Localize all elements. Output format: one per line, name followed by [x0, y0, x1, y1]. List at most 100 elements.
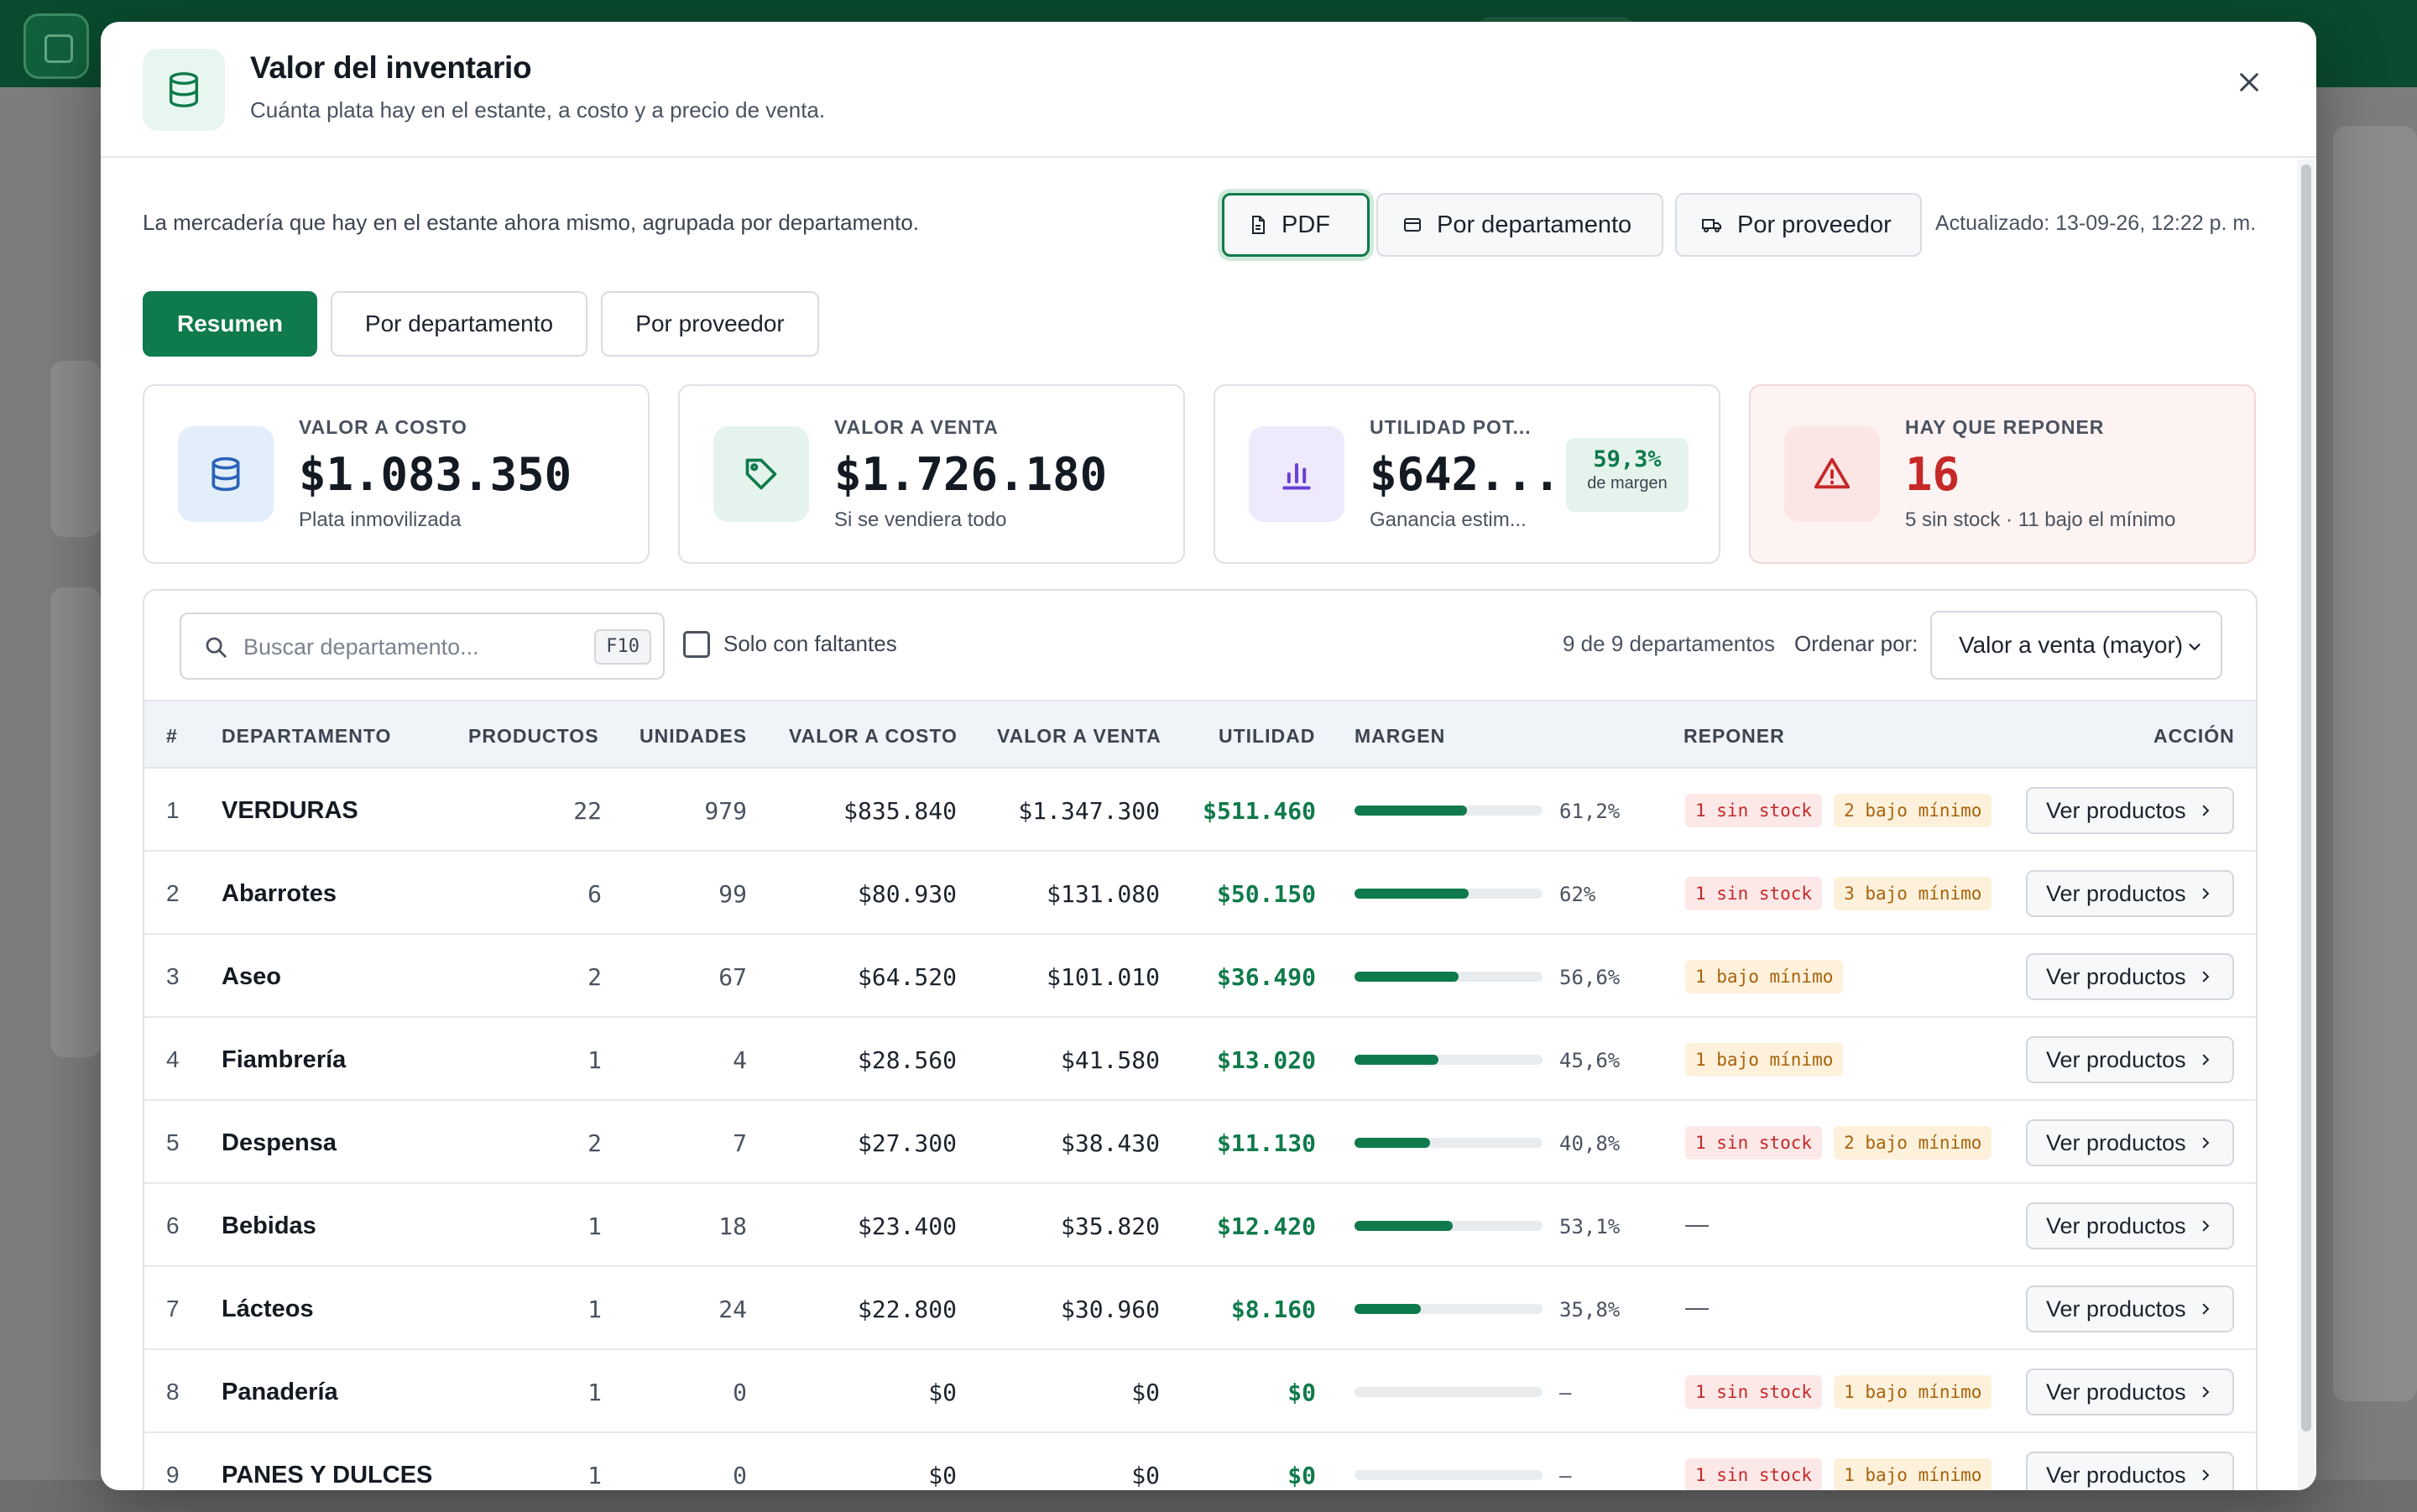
margin-percent: 61,2%	[1559, 800, 1621, 823]
products-count: 1	[587, 1046, 602, 1074]
products-count: 1	[587, 1379, 602, 1406]
table-row: 6 Bebidas 1 18 $23.400 $35.820 $12.420 53,1% — Ve…	[144, 1184, 2256, 1267]
margin-percent: —	[1559, 1381, 1572, 1405]
column-header-department[interactable]: DEPARTAMENTO	[222, 725, 392, 747]
column-header-margin[interactable]: MARGEN	[1355, 725, 1446, 747]
table-row: 8 Panadería 1 0 $0 $0 $0 — 1 sin stock 1 bajo mín…	[144, 1350, 2256, 1433]
scrollbar-thumb[interactable]	[2301, 164, 2311, 1431]
table-row: 1 VERDURAS 22 979 $835.840 $1.347.300 $511.460…	[144, 769, 2256, 852]
view-products-button[interactable]: Ver productos	[2026, 1036, 2234, 1083]
sale-value: $35.820	[1060, 1212, 1160, 1240]
database-icon	[178, 426, 274, 522]
below-minimum-badge: 1 bajo mínimo	[1834, 1458, 1992, 1490]
restock-badges: 1 bajo mínimo	[1685, 1043, 1844, 1077]
restock-badges: 1 bajo mínimo	[1685, 960, 1844, 993]
chevron-right-icon	[2202, 805, 2209, 816]
row-index: 9	[166, 1462, 180, 1488]
view-products-button[interactable]: Ver productos	[2026, 870, 2234, 917]
margin-percent: —	[1559, 1464, 1572, 1488]
margin-percent: 62%	[1559, 883, 1596, 906]
restock-empty: —	[1685, 1294, 1709, 1320]
export-by-department-button[interactable]: Por departamento	[1376, 193, 1663, 257]
sort-select[interactable]: Valor a venta (mayor)	[1930, 611, 2222, 680]
profit-value: $11.130	[1216, 1129, 1316, 1157]
chevron-right-icon	[2202, 971, 2209, 983]
department-name: PANES Y DULCES	[222, 1462, 433, 1489]
cost-value: $28.560	[857, 1046, 957, 1074]
row-index: 8	[166, 1379, 180, 1405]
tab-por-proveedor[interactable]: Por proveedor	[601, 291, 819, 357]
view-products-button[interactable]: Ver productos	[2026, 1285, 2234, 1332]
view-products-label: Ver productos	[2046, 1129, 2186, 1155]
table-row: 5 Despensa 2 7 $27.300 $38.430 $11.130 40,8% 1 s…	[144, 1101, 2256, 1184]
products-count: 2	[587, 963, 602, 991]
margin-bar	[1355, 1387, 1543, 1397]
stat-card-sale-value: VALOR A VENTA $1.726.180 Si se vendiera …	[678, 384, 1185, 564]
cost-value: $22.800	[857, 1296, 957, 1323]
view-products-button[interactable]: Ver productos	[2026, 1369, 2234, 1416]
column-header-sale-value[interactable]: VALOR A VENTA	[997, 725, 1162, 747]
column-header-cost-value[interactable]: VALOR A COSTO	[789, 725, 958, 747]
view-products-label: Ver productos	[2046, 963, 2186, 989]
column-header-profit[interactable]: UTILIDAD	[1219, 725, 1316, 747]
profit-value: $0	[1287, 1379, 1316, 1406]
background-card	[50, 587, 101, 1057]
only-missing-checkbox[interactable]	[683, 631, 710, 658]
modal-header: Valor del inventario Cuánta plata hay en…	[101, 22, 2316, 158]
chevron-right-icon	[2202, 1137, 2209, 1149]
row-index: 1	[166, 797, 180, 823]
margin-badge-value: 59,3%	[1593, 446, 1662, 472]
table-header: # DEPARTAMENTO PRODUCTOS UNIDADES VALOR …	[144, 700, 2256, 769]
search-shortcut: F10	[594, 629, 651, 665]
below-minimum-badge: 1 bajo mínimo	[1685, 960, 1844, 993]
departments-table-panel: Buscar departamento... F10 Solo con falt…	[143, 589, 2258, 1490]
department-name: Fiambrería	[222, 1046, 347, 1073]
search-input[interactable]: Buscar departamento... F10	[180, 613, 665, 680]
column-header-action: ACCIÓN	[2153, 725, 2235, 747]
stat-card-potential-profit: UTILIDAD POT... $642.... Ganancia estim.…	[1214, 384, 1720, 564]
chevron-right-icon	[2202, 1386, 2209, 1398]
units-count: 7	[733, 1129, 747, 1157]
export-by-supplier-label: Por proveedor	[1737, 211, 1892, 238]
chevron-right-icon	[2202, 1469, 2209, 1481]
stat-card-cost-value: VALOR A COSTO $1.083.350 Plata inmoviliz…	[143, 384, 650, 564]
table-row: 4 Fiambrería 1 4 $28.560 $41.580 $13.020 45,6% 1…	[144, 1018, 2256, 1101]
column-header-products[interactable]: PRODUCTOS	[468, 725, 599, 747]
stat-label: HAY QUE REPONER	[1905, 416, 2105, 438]
restock-badges: 1 sin stock 2 bajo mínimo	[1685, 1126, 1992, 1160]
tab-resumen[interactable]: Resumen	[143, 291, 317, 357]
profit-value: $36.490	[1216, 963, 1316, 991]
view-products-button[interactable]: Ver productos	[2026, 953, 2234, 1000]
sale-value: $131.080	[1047, 880, 1160, 908]
restock-badges: 1 sin stock 1 bajo mínimo	[1685, 1375, 1992, 1409]
sale-value: $38.430	[1060, 1129, 1160, 1157]
only-missing-label[interactable]: Solo con faltantes	[723, 631, 897, 656]
units-count: 0	[733, 1379, 747, 1406]
stat-subtext: Plata inmovilizada	[299, 508, 462, 531]
export-by-supplier-button[interactable]: Por proveedor	[1675, 193, 1922, 257]
margin-bar	[1355, 806, 1543, 816]
sale-value: $41.580	[1060, 1046, 1160, 1074]
table-row: 3 Aseo 2 67 $64.520 $101.010 $36.490 56,6% 1 baj…	[144, 935, 2256, 1018]
background-card	[50, 361, 101, 537]
view-products-button[interactable]: Ver productos	[2026, 787, 2234, 834]
column-header-units[interactable]: UNIDADES	[639, 725, 748, 747]
margin-percent: 56,6%	[1559, 966, 1621, 989]
background-card	[2333, 126, 2417, 1401]
view-products-button[interactable]: Ver productos	[2026, 1202, 2234, 1249]
tab-por-departamento[interactable]: Por departamento	[331, 291, 587, 357]
file-icon	[1252, 216, 1265, 234]
pdf-button[interactable]: PDF	[1222, 193, 1370, 257]
products-count: 22	[573, 797, 602, 825]
products-count: 1	[587, 1462, 602, 1489]
view-products-button[interactable]: Ver productos	[2026, 1119, 2234, 1166]
cost-value: $835.840	[843, 797, 957, 825]
row-index: 5	[166, 1129, 180, 1155]
app-logo	[23, 13, 89, 79]
close-icon[interactable]	[2224, 57, 2274, 107]
cost-value: $23.400	[857, 1212, 957, 1240]
profit-value: $13.020	[1216, 1046, 1316, 1074]
margin-bar	[1355, 1470, 1543, 1480]
below-minimum-badge: 1 bajo mínimo	[1685, 1043, 1844, 1077]
view-products-button[interactable]: Ver productos	[2026, 1452, 2234, 1490]
